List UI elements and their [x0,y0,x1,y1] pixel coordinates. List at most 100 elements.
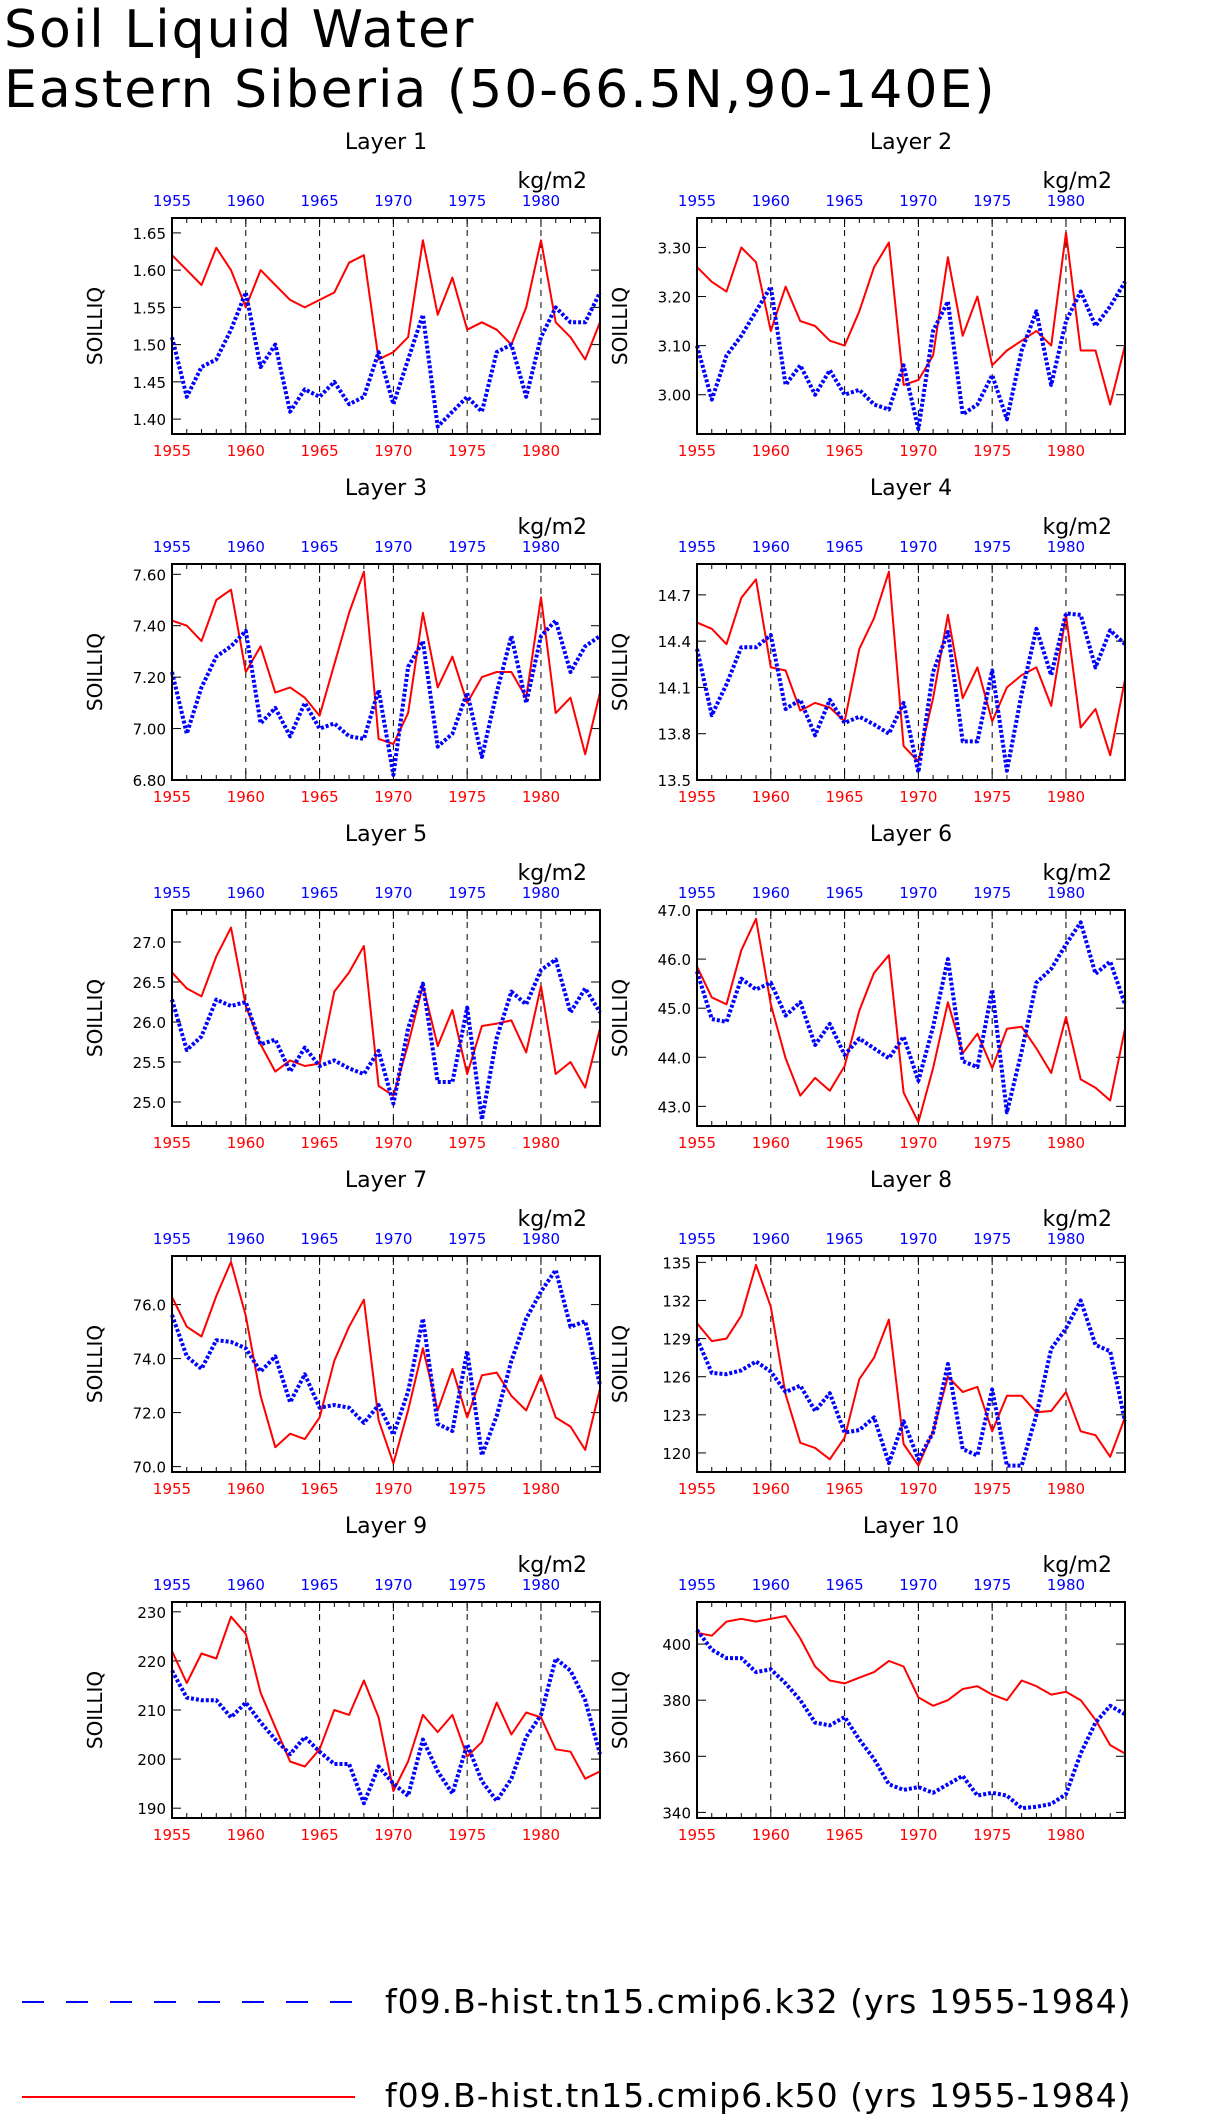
plot-frame [171,1255,601,1473]
x-tick-label-bottom: 1965 [300,1826,338,1844]
y-tick-label: 6.80 [133,772,166,790]
x-tick-label-bottom: 1955 [678,1480,716,1498]
x-tick-label-top: 1965 [825,1576,863,1594]
panel-10: Layer 10 kg/m2 SOILLIQ 340 360 380 400 1955 1955… [608,1514,1126,1844]
x-tick-label-bottom: 1965 [300,442,338,460]
x-tick-label-bottom: 1965 [825,788,863,806]
panel-5: Layer 5 kg/m2 SOILLIQ 25.0 25.5 26.0 26.5 27.0 1… [83,822,602,1152]
y-tick-label: 210 [137,1702,166,1720]
x-tick-label-bottom: 1970 [374,1826,412,1844]
x-tick-label-top: 1980 [1047,884,1085,902]
series-line-k50 [171,239,601,361]
x-tick-label-top: 1970 [374,192,412,210]
x-tick-label-bottom: 1975 [448,1826,486,1844]
x-tick-label-bottom: 1975 [973,442,1011,460]
panel-3: Layer 3 kg/m2 SOILLIQ 6.80 7.00 7.20 7.40 7.60 1… [83,476,602,806]
y-tick-label: 1.40 [133,411,166,429]
x-tick-label-top: 1975 [973,884,1011,902]
x-tick-label-bottom: 1980 [522,1480,560,1498]
plot-frame [696,1601,1126,1819]
x-tick-label-top: 1955 [153,192,191,210]
x-tick-label-bottom: 1980 [522,442,560,460]
x-tick-label-top: 1980 [1047,1230,1085,1248]
x-tick-label-bottom: 1960 [227,1134,265,1152]
x-tick-label-bottom: 1965 [825,1826,863,1844]
panel-9: Layer 9 kg/m2 SOILLIQ 190 200 210 220 230 1955 19… [83,1514,602,1844]
x-tick-label-bottom: 1975 [448,442,486,460]
x-tick-label-bottom: 1975 [973,1134,1011,1152]
y-axis-label: SOILLIQ [608,633,632,711]
x-tick-label-top: 1965 [825,1230,863,1248]
y-tick-label: 200 [137,1751,166,1769]
x-tick-label-top: 1970 [899,192,937,210]
y-tick-label: 14.4 [658,633,691,651]
x-tick-label-top: 1960 [752,884,790,902]
plot-frame [171,1601,601,1819]
x-tick-label-bottom: 1980 [522,788,560,806]
x-tick-label-top: 1970 [374,1230,412,1248]
x-tick-label-bottom: 1970 [374,1480,412,1498]
x-tick-label-top: 1970 [374,1576,412,1594]
panel-title: Layer 10 [863,1514,959,1539]
y-tick-label: 70.0 [133,1459,166,1477]
x-tick-label-bottom: 1970 [374,442,412,460]
series-line-k32 [695,280,1127,432]
y-tick-label: 44.0 [658,1049,691,1067]
y-tick-label: 72.0 [133,1405,166,1423]
x-tick-label-bottom: 1960 [752,1480,790,1498]
y-tick-label: 43.0 [658,1098,691,1116]
y-tick-label: 126 [662,1369,691,1387]
y-tick-label: 3.00 [658,387,691,405]
x-tick-label-top: 1970 [899,1576,937,1594]
y-tick-label: 1.65 [133,225,166,243]
x-tick-label-top: 1955 [153,884,191,902]
y-tick-label: 1.60 [133,262,166,280]
x-tick-label-bottom: 1980 [522,1134,560,1152]
y-tick-label: 27.0 [133,934,166,952]
x-tick-label-top: 1960 [752,1230,790,1248]
page-title-line-2: Eastern Siberia (50-66.5N,90-140E) [4,60,997,120]
x-tick-label-top: 1960 [227,1230,265,1248]
x-tick-label-top: 1965 [300,538,338,556]
x-tick-label-top: 1970 [374,884,412,902]
x-tick-label-top: 1955 [153,538,191,556]
x-tick-label-top: 1975 [973,1576,1011,1594]
x-tick-label-bottom: 1975 [973,1826,1011,1844]
y-axis-label: SOILLIQ [83,1325,107,1403]
x-tick-label-top: 1965 [300,884,338,902]
x-tick-label-top: 1955 [678,1230,716,1248]
panel-title: Layer 4 [870,476,952,501]
units-label: kg/m2 [517,1553,587,1578]
series-line-k50 [171,1260,601,1465]
series-line-k50 [696,1263,1126,1467]
y-tick-label: 132 [662,1292,691,1310]
y-axis-label: SOILLIQ [608,979,632,1057]
x-tick-label-top: 1965 [300,1576,338,1594]
plot-frame [696,909,1126,1127]
plot-frame [696,217,1126,435]
series-line-k32 [170,1656,602,1806]
series-line-k50 [696,1615,1126,1755]
x-tick-label-top: 1975 [448,884,486,902]
y-tick-label: 380 [662,1692,691,1710]
y-tick-label: 230 [137,1604,166,1622]
y-tick-label: 14.1 [658,679,691,697]
x-tick-label-bottom: 1970 [899,1134,937,1152]
units-label: kg/m2 [1042,1207,1112,1232]
series-line-k32 [170,1268,602,1458]
x-tick-label-bottom: 1960 [227,1826,265,1844]
y-tick-label: 14.7 [658,587,691,605]
units-label: kg/m2 [517,515,587,540]
x-tick-label-bottom: 1970 [899,788,937,806]
x-tick-label-top: 1980 [522,1230,560,1248]
x-tick-label-top: 1970 [374,538,412,556]
x-tick-label-top: 1980 [522,884,560,902]
x-tick-label-top: 1965 [825,884,863,902]
x-tick-label-bottom: 1955 [153,442,191,460]
series-line-k50 [171,926,601,1097]
x-tick-label-bottom: 1955 [678,1134,716,1152]
series-line-k50 [171,1615,601,1792]
x-tick-label-bottom: 1960 [752,442,790,460]
units-label: kg/m2 [1042,169,1112,194]
x-tick-label-top: 1960 [227,538,265,556]
